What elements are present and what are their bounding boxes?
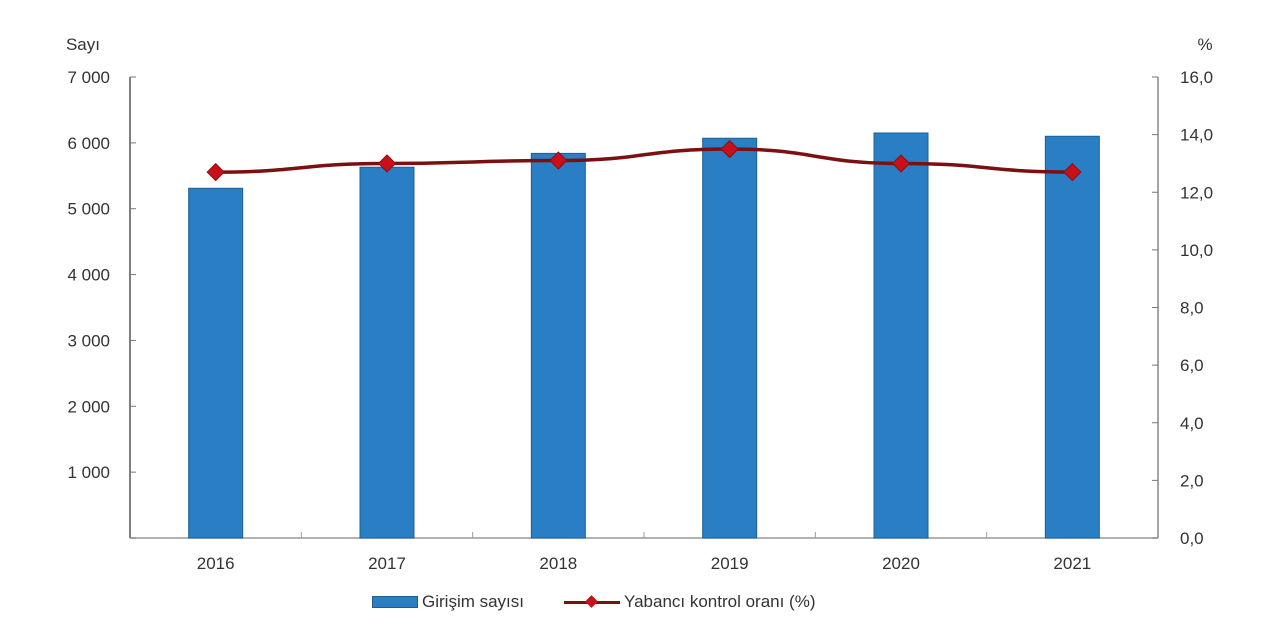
x-axis-tick-label: 2020: [882, 554, 920, 573]
bar: [188, 187, 244, 539]
x-axis-tick-label: 2018: [539, 554, 577, 573]
bar: [530, 152, 586, 539]
left-axis-tick-label: 4 000: [67, 266, 110, 285]
line-marker-icon: [206, 162, 225, 182]
left-axis-tick-label: 5 000: [67, 200, 110, 219]
right-axis-tick-label: 16,0: [1180, 68, 1213, 87]
legend-line-label: Yabancı kontrol oranı (%): [624, 592, 816, 611]
line-marker-icon: [891, 154, 911, 173]
legend: Girişim sayısı Yabancı kontrol oranı (%): [372, 590, 856, 614]
right-axis-tick-label: 6,0: [1180, 356, 1204, 375]
right-axis-tick-label: 12,0: [1180, 183, 1213, 202]
legend-bar-label: Girişim sayısı: [422, 592, 524, 611]
bar: [359, 166, 415, 539]
bar: [1044, 135, 1100, 539]
right-axis-tick-label: 2,0: [1180, 471, 1204, 490]
left-axis-title: Sayı: [66, 35, 100, 54]
left-axis-tick-label: 7 000: [67, 68, 110, 87]
right-axis-tick-label: 8,0: [1180, 299, 1204, 318]
left-axis-tick-label: 6 000: [67, 134, 110, 153]
x-axis-tick-label: 2016: [197, 554, 235, 573]
x-axis-tick-label: 2017: [368, 554, 406, 573]
right-axis-tick-label: 4,0: [1180, 414, 1204, 433]
legend-item-bar: Girişim sayısı: [372, 592, 524, 612]
right-axis-tick-label: 10,0: [1180, 241, 1213, 260]
x-axis-tick-label: 2021: [1053, 554, 1091, 573]
line-marker-icon: [549, 151, 568, 170]
bar-swatch-icon: [372, 596, 418, 608]
line-marker-icon: [377, 154, 397, 173]
bar: [702, 137, 758, 539]
right-axis-tick-label: 0,0: [1180, 529, 1204, 548]
x-axis-tick-label: 2019: [711, 554, 749, 573]
line-marker-swatch-icon: [564, 595, 620, 609]
left-axis-tick-label: 3 000: [67, 331, 110, 350]
right-axis-title: %: [1197, 35, 1212, 54]
bar: [873, 132, 929, 539]
legend-item-line: Yabancı kontrol oranı (%): [564, 592, 816, 612]
left-axis-tick-label: 2 000: [67, 397, 110, 416]
line-marker-icon: [1063, 162, 1082, 182]
plot-area: 1 000 2 000 3 000 4 000 5 000 6 000 7 000 Sayı 0…: [66, 35, 1213, 573]
line-series: [215, 147, 1073, 174]
left-axis-tick-label: 1 000: [67, 463, 110, 482]
right-axis-tick-label: 14,0: [1180, 126, 1213, 145]
line-marker-icon: [720, 139, 739, 159]
